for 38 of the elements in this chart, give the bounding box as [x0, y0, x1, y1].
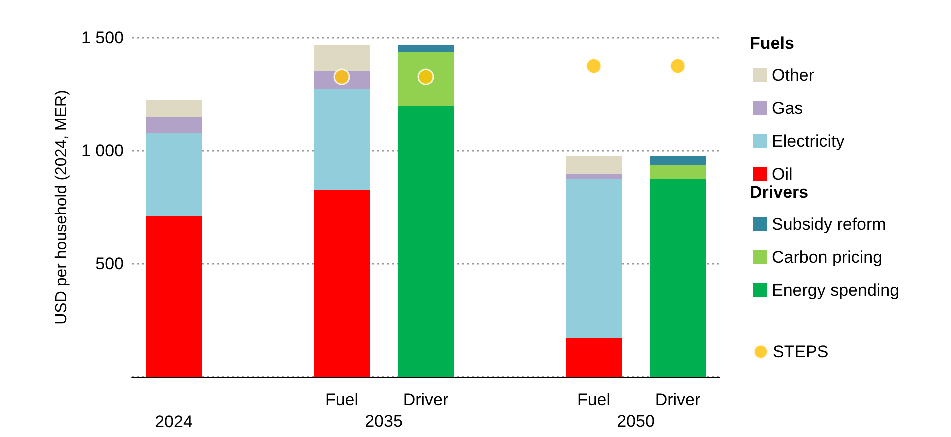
bar: [566, 179, 622, 338]
text: 2050: [617, 412, 655, 431]
x-tick-label: Driver: [655, 390, 701, 410]
legend-title: Fuels: [750, 34, 794, 53]
legend-label: Electricity: [772, 132, 846, 151]
y-axis-title: USD per household (2024, MER): [54, 90, 70, 325]
y-tick-label: 1 500: [81, 28, 124, 48]
bar: [146, 133, 202, 216]
legend-label: Other: [772, 66, 815, 85]
x-tick-label: Driver: [403, 390, 449, 410]
x-tick-label: Fuel: [325, 390, 359, 410]
bar: [398, 106, 454, 377]
bar: [398, 52, 454, 106]
bar: [314, 89, 370, 190]
x-tick-label: 2024: [155, 412, 193, 432]
bar: [566, 174, 622, 180]
text: 2035: [365, 412, 403, 431]
bar: [398, 45, 454, 52]
legend-label: Oil: [772, 165, 793, 184]
legend-label: STEPS: [773, 342, 829, 362]
text: Drivers: [750, 183, 809, 202]
bar: [650, 165, 706, 180]
bar: [146, 216, 202, 377]
bar: [650, 179, 706, 377]
bar: [146, 117, 202, 134]
bar: [314, 45, 370, 72]
bar: [566, 156, 622, 174]
legend-label: Energy spending: [772, 281, 900, 300]
bar: [146, 100, 202, 118]
legend-label: Carbon pricing: [772, 248, 883, 267]
legend-label: Subsidy reform: [772, 215, 886, 234]
y-tick-label: 500: [96, 254, 124, 274]
bar: [566, 338, 622, 377]
legend-label: Gas: [772, 99, 804, 118]
x-tick-label: Fuel: [577, 390, 611, 410]
bar: [650, 156, 706, 166]
bar: [314, 190, 370, 377]
y-tick-label: 1 000: [81, 142, 124, 160]
